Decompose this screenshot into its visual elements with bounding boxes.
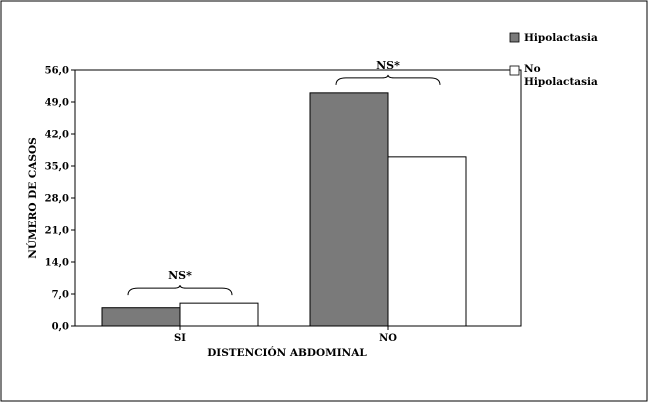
y-axis-title: NÚMERO DE CASOS (25, 137, 39, 259)
bar-no-series-2 (387, 156, 467, 327)
y-tick-label: 35,0 (45, 162, 69, 173)
significance-label-si: NS* (168, 269, 192, 282)
x-tick-label-si: SI (174, 333, 186, 344)
y-tick-label: 7,0 (52, 290, 69, 301)
y-tick-label: 0,0 (52, 322, 69, 333)
bar-no-series-1 (309, 92, 389, 327)
significance-brace-si (127, 285, 233, 296)
legend: Hipolactasia No Hipolactasia (509, 32, 598, 88)
significance-label-no: NS* (376, 59, 400, 72)
legend-label-hipolactasia: Hipolactasia (524, 32, 598, 44)
legend-swatch-hipolactasia (509, 32, 520, 43)
legend-label-no-hipolactasia: No Hipolactasia (524, 63, 598, 88)
y-tick-label: 21,0 (45, 226, 69, 237)
y-tick-label: 49,0 (45, 98, 69, 109)
y-tick-label: 56,0 (45, 66, 69, 77)
bar-si-series-2 (179, 302, 259, 327)
significance-brace-no (335, 74, 441, 85)
legend-swatch-no-hipolactasia (509, 65, 520, 76)
x-tick-label-no: NO (379, 333, 397, 344)
y-tick-label: 42,0 (45, 130, 69, 141)
x-axis-title: DISTENCIÓN ABDOMINAL (207, 345, 367, 359)
bar-si-series-1 (101, 307, 181, 327)
y-tick-label: 14,0 (45, 258, 69, 269)
y-tick-label: 28,0 (45, 194, 69, 205)
